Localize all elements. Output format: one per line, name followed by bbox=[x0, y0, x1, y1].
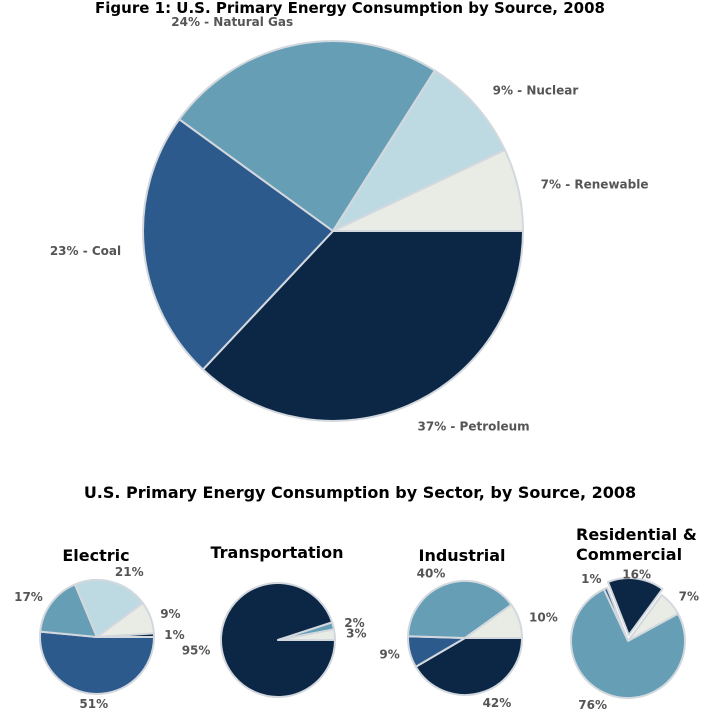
transportation-title: Transportation bbox=[210, 543, 343, 562]
transportation-pie: 95% 2%3% bbox=[182, 582, 366, 698]
pie-electric-label-3: 9% bbox=[160, 607, 180, 621]
pie-transport-slice-2 bbox=[277, 628, 336, 641]
main-chart-title: Figure 1: U.S. Primary Energy Consumptio… bbox=[95, 0, 605, 17]
pie-electric-label-4: 1% bbox=[164, 628, 184, 642]
residential-commercial-pie: 1% 16% 7% 76% bbox=[570, 567, 699, 712]
pie-industrial-label-3: 10% bbox=[529, 610, 558, 624]
pie-residential-label-2: 7% bbox=[679, 590, 699, 604]
main-pie-label-3: 9% - Nuclear bbox=[493, 83, 579, 97]
main-pie-slice-1 bbox=[142, 118, 334, 371]
pie-transport-label-2: 3% bbox=[346, 627, 366, 641]
pie-electric-label-1: 17% bbox=[14, 590, 43, 604]
pie-industrial-label-0: 42% bbox=[483, 696, 512, 710]
pie-electric-label-0: 51% bbox=[79, 697, 108, 711]
residential-title-line1: Residential & bbox=[576, 525, 697, 544]
pie-residential-label-3: 76% bbox=[578, 698, 607, 712]
main-pie-slice-2 bbox=[178, 40, 436, 232]
electric-title: Electric bbox=[62, 546, 129, 565]
pie-electric-label-2: 21% bbox=[115, 565, 144, 579]
pie-industrial-slice-3 bbox=[464, 603, 523, 639]
pie-residential-label-1: 16% bbox=[622, 567, 651, 581]
pie-industrial-label-2: 40% bbox=[417, 567, 446, 581]
pie-transport-label-1: 2% bbox=[344, 616, 364, 630]
main-pie-label-2: 24% - Natural Gas bbox=[171, 15, 293, 29]
pie-electric-slice-2 bbox=[73, 579, 144, 638]
main-pie-slice-4 bbox=[332, 149, 524, 232]
electric-pie: 51% 17% 21% 9% 1% bbox=[14, 565, 184, 711]
main-pie-label-4: 7% - Renewable bbox=[541, 178, 649, 192]
pie-electric-slice-0 bbox=[39, 630, 155, 695]
pie-transport-label-0: 95% bbox=[182, 644, 211, 658]
pie-residential-label-0: 1% bbox=[581, 572, 601, 586]
pie-industrial-label-1: 9% bbox=[379, 648, 399, 662]
main-pie-slice-3 bbox=[332, 69, 506, 232]
industrial-title: Industrial bbox=[418, 546, 505, 565]
sector-heading: U.S. Primary Energy Consumption by Secto… bbox=[84, 483, 636, 502]
pie-residential-slice-1 bbox=[606, 577, 664, 637]
main-pie-label-1: 23% - Coal bbox=[50, 244, 121, 258]
pie-industrial-slice-2 bbox=[407, 580, 513, 639]
pie-electric-slice-1 bbox=[39, 583, 98, 638]
main-pie: 37% - Petroleum 23% - Coal 24% - Natural G… bbox=[50, 15, 649, 433]
main-pie-slice-0 bbox=[201, 230, 524, 422]
residential-title-line2: Commercial bbox=[576, 545, 682, 564]
pie-electric-slice-4 bbox=[96, 632, 155, 638]
pie-residential-slice-3 bbox=[570, 588, 686, 699]
main-pie-label-0: 37% - Petroleum bbox=[418, 419, 530, 433]
industrial-pie: 42% 9% 40% 10% bbox=[379, 567, 557, 710]
